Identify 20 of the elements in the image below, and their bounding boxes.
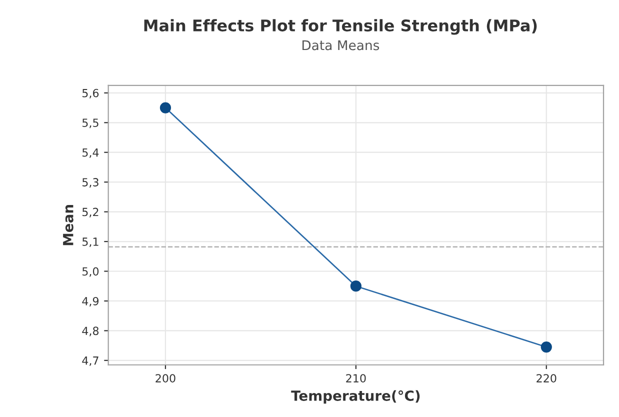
y-tick-label: 5,4 — [82, 148, 99, 158]
x-tick-label: 220 — [536, 374, 556, 383]
y-tick-label: 5,1 — [82, 238, 98, 248]
y-tick-label: 5,5 — [82, 118, 98, 128]
y-tick-label: 4,9 — [82, 296, 99, 306]
point — [540, 341, 552, 353]
x-axis-title: Temperature(°C) — [291, 390, 420, 404]
y-tick-label: 5,6 — [82, 88, 99, 98]
y-tick-label: 5,0 — [82, 267, 99, 277]
chart-title: Main Effects Plot for Tensile Strength (MPa) — [144, 19, 537, 35]
y-axis-title: Mean — [63, 205, 74, 246]
y-tick-label: 5,3 — [82, 178, 98, 188]
point — [350, 280, 362, 292]
chart-subtitle: Data Means — [302, 40, 380, 50]
y-tick-label: 5,2 — [82, 208, 98, 218]
x-tick-label: 200 — [156, 374, 176, 383]
x-tick-label: 210 — [346, 374, 366, 383]
y-tick-label: 4,8 — [82, 326, 99, 336]
y-tick-label: 4,7 — [82, 356, 98, 366]
point — [160, 102, 172, 114]
